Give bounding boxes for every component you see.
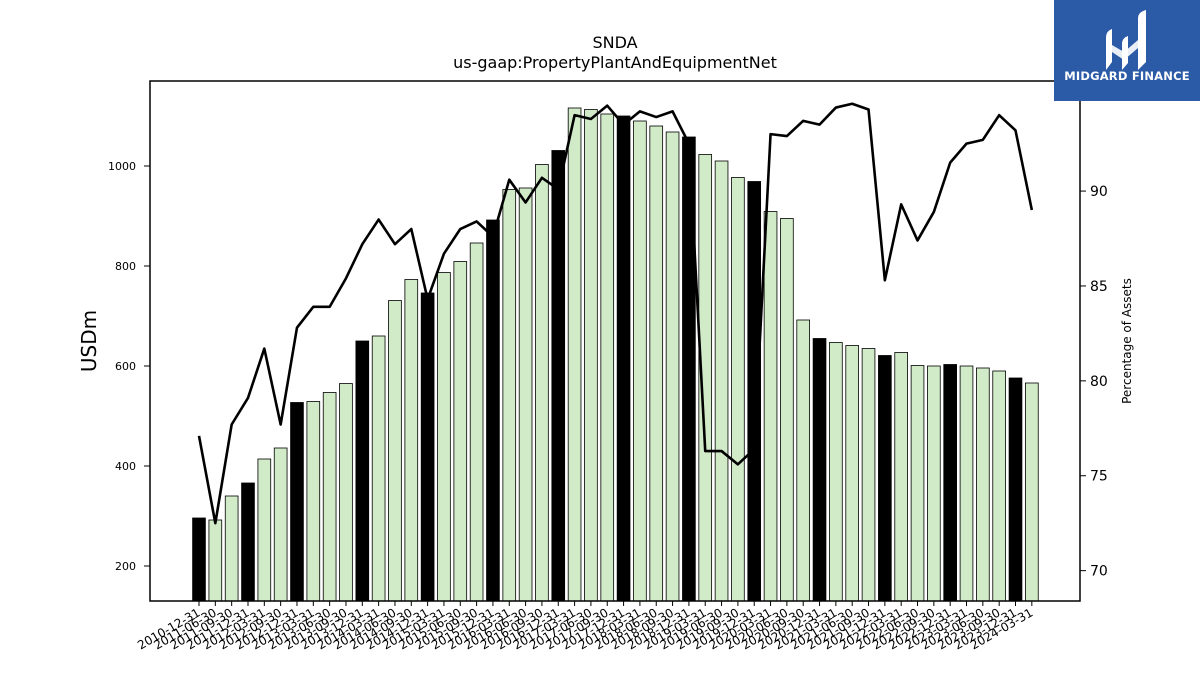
bar-2012-12-31 (290, 402, 304, 602)
bar-2020-03-31 (763, 211, 778, 602)
bar-2017-09-30 (600, 113, 615, 602)
bar-2022-12-31 (943, 364, 957, 602)
bar-2023-09-30 (992, 370, 1006, 602)
bar-2016-03-31 (502, 189, 517, 602)
chart-title: SNDA (592, 33, 637, 52)
bar-2019-06-30 (714, 160, 729, 602)
bar-2015-06-30 (453, 261, 468, 602)
bar-2018-09-30 (665, 131, 680, 602)
bar-2020-06-30 (780, 218, 794, 602)
bar-2021-03-31 (829, 342, 843, 602)
x-axis: 2010-12-312011-06-302011-09-302011-12-31… (135, 601, 1035, 652)
bar-2012-03-31 (257, 458, 272, 602)
bar-series (192, 107, 1039, 602)
bar-2022-03-31 (894, 352, 908, 602)
bar-2023-03-31 (959, 365, 974, 602)
bar-2023-12-31 (1008, 377, 1023, 602)
bar-2018-03-31 (633, 120, 647, 602)
bar-2018-06-30 (649, 125, 664, 602)
bar-2020-09-30 (796, 319, 811, 602)
bar-2017-12-31 (616, 115, 631, 602)
bar-2016-06-30 (518, 187, 533, 602)
bar-2013-12-31 (355, 340, 370, 602)
y2-tick-label: 80 (1090, 374, 1108, 390)
bar-2022-06-30 (910, 365, 925, 602)
bar-2016-12-31 (551, 150, 566, 602)
bar-2023-06-30 (976, 367, 990, 602)
bar-2017-06-30 (584, 109, 598, 602)
bar-2020-12-31 (812, 338, 827, 602)
bar-2010-12-31 (192, 517, 206, 602)
y2-tick-label: 70 (1090, 564, 1108, 580)
bar-2015-03-31 (437, 272, 451, 602)
bar-2021-09-30 (861, 348, 876, 602)
bar-2015-09-30 (469, 242, 484, 602)
bar-2019-12-31 (747, 181, 762, 602)
bar-2021-06-30 (845, 345, 859, 602)
brand-logo: MIDGARD FINANCE (1054, 0, 1200, 101)
right-axis: 70 75 80 85 90 (1080, 184, 1108, 580)
y-tick-label: 400 (115, 460, 136, 473)
bar-2017-03-31 (567, 107, 582, 602)
bar-2016-09-30 (535, 164, 549, 602)
bar-2012-09-30 (273, 447, 288, 602)
bar-2021-12-31 (878, 355, 892, 602)
bar-2014-09-30 (404, 279, 419, 602)
bar-2013-06-30 (322, 392, 337, 602)
y-tick-label: 200 (115, 560, 136, 573)
percentage-line (197, 102, 1034, 525)
bar-2015-12-31 (486, 219, 500, 602)
y2-tick-label: 75 (1090, 469, 1108, 485)
y-tick-label: 600 (115, 360, 136, 373)
bar-2013-09-30 (339, 383, 353, 602)
bar-2011-06-30 (208, 519, 223, 602)
y2-tick-label: 90 (1090, 184, 1108, 200)
chart-subtitle: us-gaap:PropertyPlantAndEquipmentNet (453, 53, 777, 72)
plot-frame (149, 80, 1081, 602)
bar-2011-12-31 (241, 482, 255, 602)
bar-2024-03-31 (1025, 382, 1039, 602)
y2-tick-label: 85 (1090, 279, 1108, 295)
left-axis: 200 400 600 800 1000 (108, 160, 150, 573)
y2-axis-label: Percentage of Assets (1120, 278, 1134, 404)
bar-2013-03-31 (306, 401, 321, 602)
bar-2014-06-30 (388, 300, 402, 602)
brand-name: MIDGARD FINANCE (1064, 69, 1190, 83)
y-tick-label: 1000 (108, 160, 136, 173)
bar-2014-12-31 (420, 292, 435, 602)
y-axis-label: USDm (77, 310, 101, 372)
y-tick-label: 800 (115, 260, 136, 273)
bar-2014-03-31 (371, 335, 386, 602)
bar-2022-09-30 (927, 365, 941, 602)
bar-2011-09-30 (224, 495, 239, 602)
logo-icon (1106, 10, 1146, 70)
bar-2019-09-30 (731, 177, 745, 602)
